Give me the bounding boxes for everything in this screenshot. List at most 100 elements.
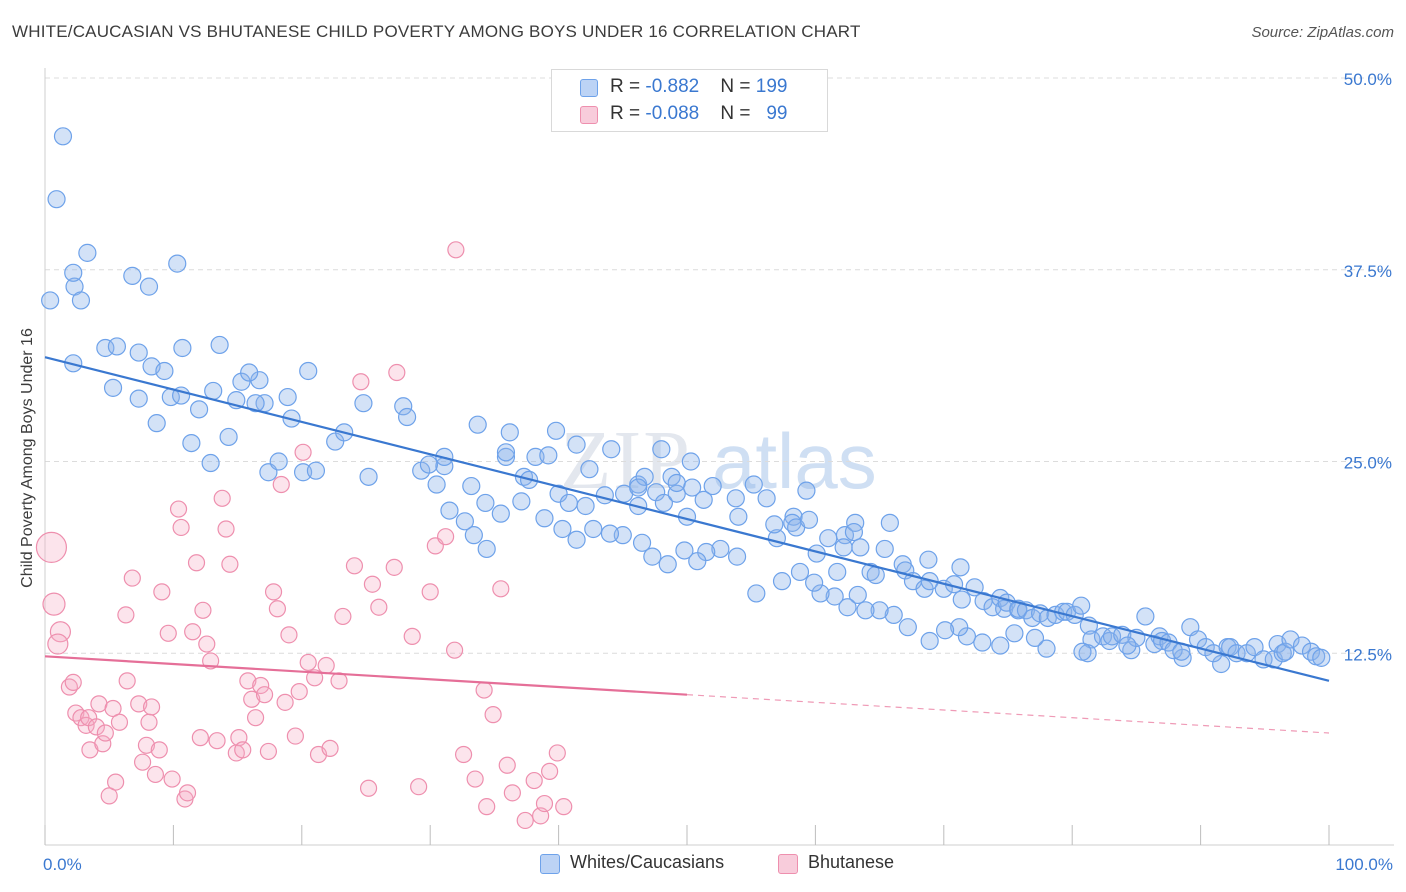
data-point-bhutanese xyxy=(421,583,439,601)
data-point-whites xyxy=(354,394,373,413)
data-point-bhutanese xyxy=(264,583,283,601)
data-point-bhutanese xyxy=(541,762,559,780)
data-point-whites xyxy=(246,394,265,413)
data-point-whites xyxy=(455,512,474,531)
data-point-whites xyxy=(168,254,187,273)
data-point-whites xyxy=(784,507,803,526)
data-point-bhutanese xyxy=(359,779,378,797)
trend-lines xyxy=(44,356,1330,734)
data-point-bhutanese xyxy=(385,558,403,576)
data-point-whites xyxy=(232,372,251,391)
data-point-bhutanese xyxy=(447,241,465,259)
data-point-whites xyxy=(811,584,830,603)
data-point-whites xyxy=(654,493,673,513)
data-point-bhutanese xyxy=(194,601,212,619)
chart-title: WHITE/CAUCASIAN VS BHUTANESE CHILD POVER… xyxy=(12,22,861,41)
data-point-whites xyxy=(41,291,60,310)
data-point-bhutanese xyxy=(268,600,287,618)
data-point-bhutanese xyxy=(259,742,278,761)
data-point-bhutanese xyxy=(178,784,197,802)
data-point-bhutanese xyxy=(503,784,521,802)
data-point-whites xyxy=(957,627,977,646)
data-point-whites xyxy=(96,338,115,358)
data-point-bhutanese xyxy=(276,693,294,711)
data-point-whites xyxy=(600,524,620,543)
data-point-whites xyxy=(491,504,510,523)
data-point-whites xyxy=(898,618,917,637)
data-point-whites xyxy=(694,490,713,509)
data-point-whites xyxy=(856,601,875,620)
data-point-whites xyxy=(155,361,174,381)
data-point-whites xyxy=(919,550,938,569)
data-point-whites xyxy=(359,467,378,486)
data-point-bhutanese xyxy=(198,635,216,653)
data-point-whites xyxy=(546,421,566,440)
data-point-whites xyxy=(123,266,142,285)
data-point-bhutanese xyxy=(217,520,235,538)
data-point-whites xyxy=(182,433,201,453)
data-point-whites xyxy=(139,277,159,296)
data-point-bhutanese xyxy=(454,745,473,764)
data-point-whites xyxy=(848,585,867,605)
data-point-bhutanese xyxy=(370,598,388,616)
data-point-bhutanese xyxy=(498,756,516,774)
data-point-whites xyxy=(828,562,847,582)
x-tick-label: 0.0% xyxy=(43,855,82,874)
series-bhutanese-points xyxy=(35,241,573,830)
data-point-whites xyxy=(269,452,288,471)
data-point-whites xyxy=(884,605,903,625)
data-point-bhutanese xyxy=(321,739,339,757)
data-point-bhutanese xyxy=(555,798,573,816)
data-point-bhutanese xyxy=(123,569,141,587)
data-point-whites xyxy=(394,397,413,416)
data-point-whites xyxy=(173,338,192,358)
data-point-whites xyxy=(1118,636,1137,655)
r-label: R = xyxy=(610,76,646,97)
data-point-bhutanese xyxy=(445,641,464,659)
data-point-whites xyxy=(535,509,554,528)
data-point-whites xyxy=(78,243,97,262)
data-point-whites xyxy=(559,493,578,513)
data-point-bhutanese xyxy=(184,623,202,641)
data-point-whites xyxy=(553,519,572,539)
data-point-whites xyxy=(299,361,318,381)
data-point-whites xyxy=(920,631,939,651)
data-point-whites xyxy=(747,584,766,603)
data-point-whites xyxy=(584,519,603,539)
data-point-bhutanese xyxy=(67,704,85,722)
data-point-bhutanese xyxy=(306,669,324,687)
y-tick-label: 12.5% xyxy=(1344,645,1392,664)
data-point-whites xyxy=(703,476,722,496)
data-point-bhutanese xyxy=(163,770,181,788)
data-point-whites xyxy=(47,190,66,209)
data-point-whites xyxy=(147,414,166,433)
data-point-bhutanese xyxy=(246,709,265,727)
data-point-whites xyxy=(952,590,971,609)
trend-line-bhutanese-extension xyxy=(686,694,1330,734)
data-point-whites xyxy=(306,461,326,480)
data-point-whites xyxy=(851,538,870,557)
data-point-whites xyxy=(464,526,483,545)
data-point-bhutanese xyxy=(117,606,135,624)
data-point-bhutanese xyxy=(94,735,112,753)
data-point-whites xyxy=(675,541,694,560)
data-point-whites xyxy=(667,484,686,503)
data-point-whites xyxy=(744,475,763,494)
data-point-whites xyxy=(278,387,297,407)
data-point-bhutanese xyxy=(334,607,352,626)
data-point-bhutanese xyxy=(478,798,496,816)
data-point-whites xyxy=(727,547,747,566)
data-point-whites xyxy=(799,510,819,529)
data-point-bhutanese xyxy=(437,528,455,546)
data-point-bhutanese xyxy=(142,698,161,716)
data-point-whites xyxy=(107,337,127,356)
data-point-whites xyxy=(240,363,259,382)
bottom-legend-label-whites: Whites/Caucasians xyxy=(570,852,725,872)
data-point-bhutanese xyxy=(535,794,554,813)
data-point-whites xyxy=(250,371,269,390)
data-point-whites xyxy=(580,460,599,479)
data-point-whites xyxy=(500,423,519,442)
data-point-whites xyxy=(772,572,792,591)
data-point-bhutanese xyxy=(243,690,261,708)
bottom-legend-label-bhutanese: Bhutanese xyxy=(808,852,895,872)
